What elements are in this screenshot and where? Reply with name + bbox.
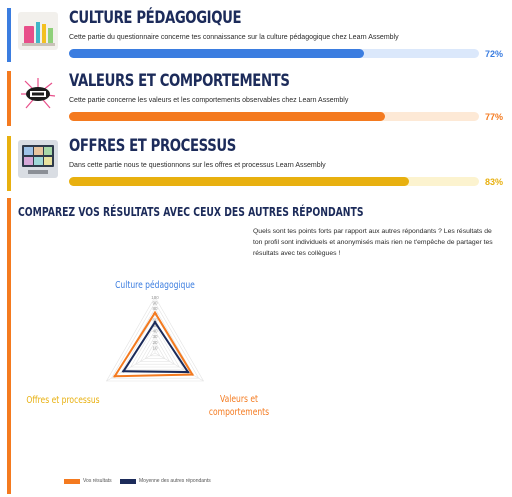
section-description: Dans cette partie nous te questionnons s… [69,162,326,169]
radar-grid-ring [139,335,171,362]
radar-point [186,370,190,374]
stationery-icon [18,12,58,50]
radar-axis-label: Culture pédagogique [115,279,195,291]
radar-point [153,311,157,314]
radar-axis-label: Offres et processus [26,395,100,406]
section-accent-bar [7,71,11,126]
radar-tick-label: 60 [152,317,158,322]
radar-axis-label: comportements [209,407,270,418]
radar-tick-label: 40 [152,329,158,334]
section-title: VALEURS ET COMPORTEMENTS [69,71,290,91]
radar-tick-label: 50 [152,323,158,328]
section-accent-bar [7,198,11,494]
compare-intro-text: Quels sont tes points forts par rapport … [253,228,493,257]
values-illustration-icon [18,75,58,113]
radar-tick-label: 10 [152,345,158,350]
legend-item-moyenne[interactable]: Moyenne des autres répondants [120,478,211,484]
radar-point [113,375,116,378]
radar-grid-ring [105,296,205,382]
progress-fill [69,177,410,186]
section-culture-pedagogique: CULTURE PÉDAGOGIQUE Cette partie du ques… [7,8,503,62]
radar-axis-spoke [154,352,204,382]
legend-label: Moyenne des autres répondants [139,478,211,484]
compare-section: COMPAREZ VOS RÉSULTATS AVEC CEUX DES AUT… [7,198,503,494]
radar-grid-ring [135,330,175,365]
section-description: Cette partie concerne les valeurs et les… [69,97,349,104]
radar-grid-ring [149,346,161,357]
radar-point [122,370,125,373]
compare-title: COMPAREZ VOS RÉSULTATS AVEC CEUX DES AUT… [18,204,364,219]
radar-tick-label: 80 [152,306,158,311]
radar-tick-label: 90 [152,301,158,306]
progress-track [69,49,479,58]
progress-percent: 83% [485,177,504,187]
progress-percent: 72% [485,49,504,59]
section-accent-bar [7,8,11,62]
radar-tick-label: 100 [151,295,159,300]
section-accent-bar [7,136,11,191]
progress-track [69,112,479,121]
radar-point [191,373,194,376]
radar-tick-label: 20 [152,340,158,345]
section-title: OFFRES ET PROCESSUS [69,136,236,156]
radar-axis-label: Valeurs et [220,394,259,405]
section-description: Cette partie du questionnaire concerne t… [69,34,399,41]
radar-tick-label: 30 [152,334,158,339]
radar-grid-ring [110,301,200,379]
section-title: CULTURE PÉDAGOGIQUE [69,8,242,28]
progress-percent: 77% [485,112,504,122]
legend-swatch [120,478,136,484]
progress-fill [69,112,385,121]
legend-label: Vos résultats [83,478,112,484]
section-offres-processus: OFFRES ET PROCESSUS Dans cette partie no… [7,136,503,191]
radar-series-moyenne [121,320,190,374]
radar-point [153,321,157,324]
legend-item-vos-resultats[interactable]: Vos résultats [64,478,112,484]
section-valeurs-comportements: VALEURS ET COMPORTEMENTS Cette partie co… [7,71,503,126]
computer-screen-icon [18,140,58,178]
radar-series-vos-resultats [112,310,195,378]
legend-swatch [64,478,80,484]
progress-fill [69,49,365,58]
radar-grid-ring [130,324,180,368]
progress-track [69,177,479,186]
radar-grid-ring [144,341,166,359]
